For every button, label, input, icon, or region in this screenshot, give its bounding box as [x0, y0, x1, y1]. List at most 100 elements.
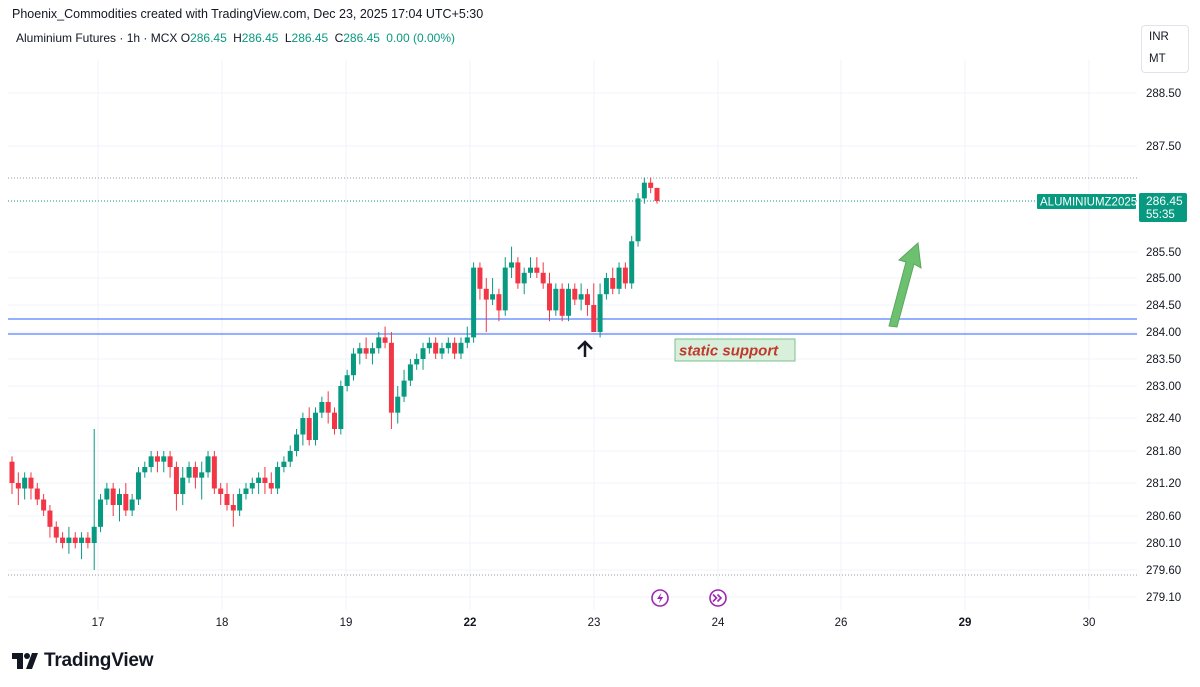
price-axis-label: 284.50	[1146, 300, 1181, 312]
candle-body	[654, 187, 660, 201]
static-support-label[interactable]: static support	[674, 338, 796, 362]
time-axis[interactable]: 17 18 19 22 23 24 26 29 30	[92, 617, 1096, 629]
candle	[79, 532, 85, 560]
last-price-tag: ALUMINIUMZ2025 286.45 55:35	[1037, 193, 1187, 222]
candle	[528, 257, 534, 278]
candle-body	[452, 342, 458, 354]
candle-body	[616, 267, 622, 289]
symbol-legend[interactable]: Aluminium Futures · 1h · MCX O286.45 H28…	[16, 31, 455, 45]
candle-body	[262, 477, 268, 483]
tradingview-logo[interactable]: TradingView	[12, 650, 154, 672]
candle	[578, 283, 584, 311]
candle	[72, 532, 78, 549]
fast-forward-event-icon[interactable]	[709, 589, 727, 607]
candle-body	[578, 294, 584, 300]
candle	[553, 283, 559, 316]
candle	[439, 342, 445, 359]
symbol-name[interactable]: Aluminium Futures · 1h · MCX	[16, 31, 178, 45]
candle-body	[382, 337, 388, 343]
candle-body	[464, 337, 470, 343]
candle	[306, 407, 312, 446]
candle	[275, 461, 281, 494]
candle	[313, 407, 319, 446]
candle-body	[186, 467, 192, 478]
candle-body	[553, 288, 559, 311]
trend-arrow-icon[interactable]	[888, 241, 922, 328]
candle-body	[34, 488, 40, 500]
candle-body	[192, 467, 198, 478]
candle	[287, 445, 293, 467]
candle-body	[363, 348, 369, 354]
scale-menu[interactable]: INR MT	[1141, 25, 1189, 73]
candle-body	[407, 364, 413, 381]
low-value: 286.45	[291, 31, 329, 45]
candle	[401, 369, 407, 402]
candle-body	[173, 467, 179, 494]
candle	[325, 391, 331, 424]
candle	[426, 337, 432, 354]
candle-body	[167, 456, 173, 467]
price-axis-label: 279.60	[1146, 565, 1181, 577]
candle	[540, 262, 546, 289]
price-axis[interactable]: 288.50 287.50 285.50 285.00 284.50 284.00 283.…	[1146, 88, 1181, 604]
candle-body	[300, 418, 306, 435]
price-axis-label: 285.50	[1146, 247, 1181, 259]
candle-body	[117, 494, 122, 505]
candle	[420, 342, 426, 370]
candle	[395, 386, 401, 424]
candle-body	[344, 375, 350, 386]
candle-body	[496, 294, 502, 311]
candle-body	[9, 461, 15, 483]
candle-body	[610, 278, 616, 289]
unit-label[interactable]: MT	[1149, 53, 1166, 65]
candle-body	[502, 267, 508, 311]
candle-body	[629, 241, 635, 284]
candle-body	[635, 198, 641, 242]
candle-body	[369, 348, 375, 354]
candle	[445, 337, 451, 354]
open-label: O	[180, 31, 191, 45]
candle	[572, 283, 578, 305]
candle	[515, 257, 521, 289]
support-lines	[8, 318, 1137, 335]
candle	[22, 472, 28, 500]
candle	[452, 337, 458, 359]
change-value: 0.00 (0.00%)	[386, 31, 455, 45]
low-label: L	[284, 31, 292, 45]
candle	[458, 337, 464, 359]
candle-body	[426, 342, 432, 349]
currency-label[interactable]: INR	[1149, 31, 1169, 43]
tradingview-logo-icon	[12, 653, 38, 669]
candle-body	[98, 499, 104, 527]
candle	[407, 359, 413, 386]
candle-body	[338, 386, 344, 429]
candle	[199, 461, 205, 500]
lightning-event-icon[interactable]	[651, 589, 669, 607]
candle-body	[205, 456, 211, 473]
candle-body	[180, 477, 186, 494]
candle	[547, 272, 552, 322]
candle	[338, 380, 344, 435]
candle	[211, 451, 217, 494]
candle	[47, 505, 53, 538]
candle	[610, 267, 616, 295]
candle-body	[104, 488, 110, 500]
price-axis-label: 283.00	[1146, 381, 1181, 393]
candle	[294, 429, 300, 457]
high-label: H	[233, 31, 242, 45]
candle	[344, 369, 350, 392]
time-axis-label: 24	[712, 617, 725, 629]
candle-body	[199, 472, 205, 478]
candle	[192, 461, 198, 489]
candle-body	[325, 402, 331, 413]
time-axis-label: 30	[1083, 617, 1096, 629]
candle-body	[275, 467, 281, 489]
time-axis-label: 23	[588, 617, 601, 629]
candle-body	[142, 467, 148, 473]
close-label: C	[334, 31, 344, 45]
candle-body	[41, 499, 47, 511]
candle	[388, 332, 394, 429]
price-axis-label: 281.80	[1146, 446, 1181, 458]
candle-body	[224, 494, 230, 505]
